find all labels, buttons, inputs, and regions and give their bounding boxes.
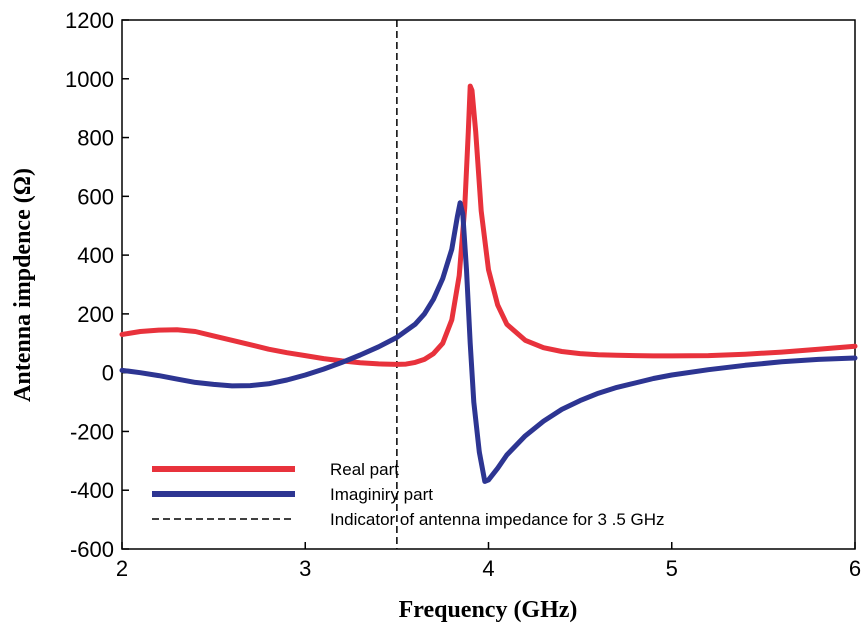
y-tick-label: 0 bbox=[102, 361, 114, 386]
y-tick-label: 200 bbox=[77, 302, 114, 327]
legend-label: Real part bbox=[330, 460, 399, 479]
y-tick-label: -600 bbox=[70, 537, 114, 562]
real-part-line bbox=[119, 83, 858, 367]
legend: Real part Imaginiry part Indicator of ante… bbox=[152, 460, 665, 529]
y-axis-title: Antenna impdence (Ω) bbox=[10, 168, 36, 402]
y-tick-label: -200 bbox=[70, 419, 114, 444]
y-tick-label: 600 bbox=[77, 184, 114, 209]
x-axis: 2 3 4 5 6 bbox=[116, 542, 861, 581]
x-tick-label: 2 bbox=[116, 556, 128, 581]
y-tick-label: 1000 bbox=[65, 67, 114, 92]
x-tick-label: 3 bbox=[299, 556, 311, 581]
y-tick-label: -400 bbox=[70, 478, 114, 503]
x-tick-label: 4 bbox=[482, 556, 494, 581]
legend-label: Imaginiry part bbox=[330, 485, 433, 504]
y-tick-label: 1200 bbox=[65, 8, 114, 33]
y-axis: -600 -400 -200 0 200 400 600 800 1000 1200 bbox=[65, 8, 129, 562]
series-layer bbox=[119, 20, 858, 549]
x-tick-label: 5 bbox=[666, 556, 678, 581]
x-tick-label: 6 bbox=[849, 556, 861, 581]
legend-label: Indicator of antenna impedance for 3 .5 … bbox=[330, 510, 665, 529]
imaginary-part-line bbox=[119, 200, 858, 484]
y-tick-label: 800 bbox=[77, 126, 114, 151]
y-tick-label: 400 bbox=[77, 243, 114, 268]
x-axis-title: Frequency (GHz) bbox=[399, 597, 578, 623]
